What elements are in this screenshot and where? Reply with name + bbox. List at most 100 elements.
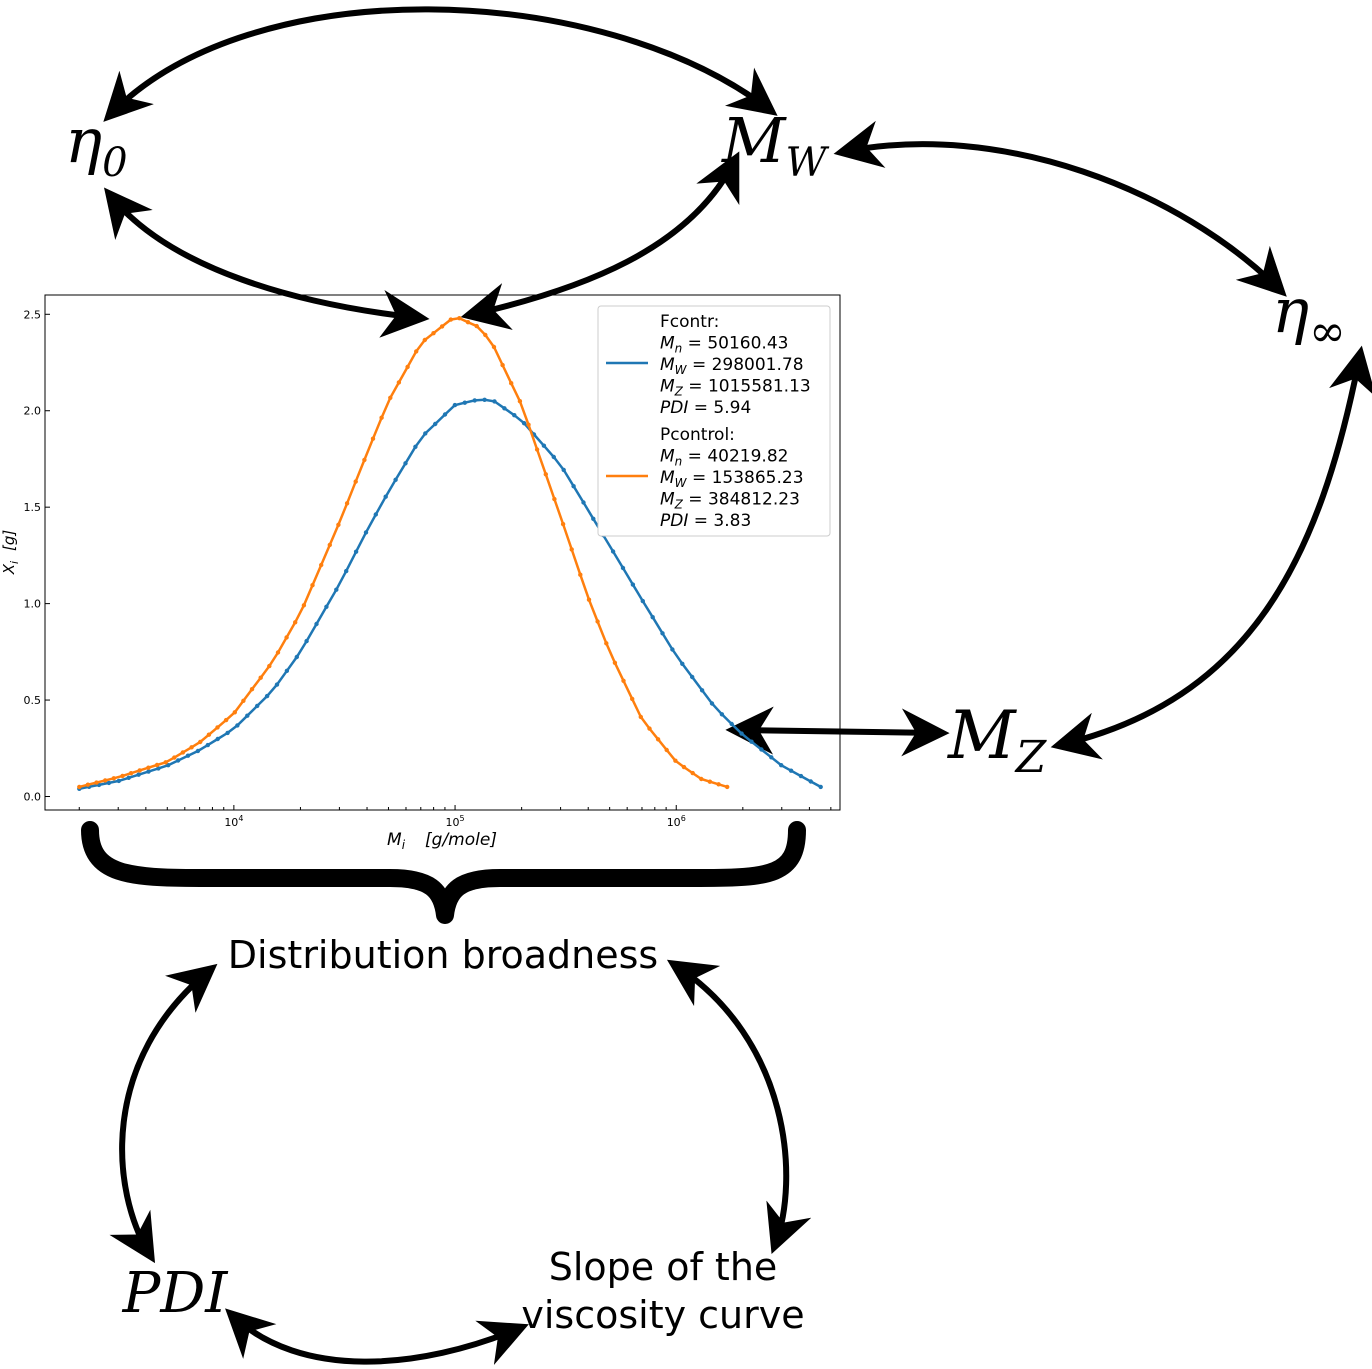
series-point-fcontr (788, 768, 794, 773)
series-point-fcontr (146, 769, 151, 774)
series-point-fcontr (166, 763, 171, 768)
series-point-fcontr (255, 703, 260, 709)
series-point-pcontrol (664, 747, 669, 753)
series-point-pcontrol (526, 422, 531, 427)
series-point-fcontr (798, 773, 804, 779)
arrow-mw-peak (460, 151, 740, 330)
series-point-pcontrol (232, 710, 237, 715)
series-point-fcontr (680, 661, 685, 666)
series-point-fcontr (670, 647, 675, 652)
series-point-pcontrol (128, 771, 134, 776)
series-point-pcontrol (172, 755, 177, 760)
node-mw: MW (721, 104, 829, 186)
series-point-pcontrol (725, 784, 730, 790)
series-point-pcontrol (267, 663, 272, 669)
series-point-fcontr (561, 467, 566, 473)
series-point-fcontr (759, 747, 764, 752)
series-point-pcontrol (500, 362, 505, 368)
series-point-fcontr (729, 721, 734, 727)
series-point-fcontr (195, 748, 201, 754)
series-group (77, 316, 823, 791)
series-point-pcontrol (595, 619, 600, 624)
series-point-fcontr (512, 413, 517, 418)
series-point-fcontr (709, 701, 715, 706)
series-point-fcontr (156, 766, 161, 771)
series-point-fcontr (363, 530, 369, 535)
series-point-pcontrol (647, 726, 652, 731)
series-point-fcontr (185, 753, 191, 758)
series-point-pcontrol (491, 344, 497, 350)
series-point-pcontrol (301, 603, 307, 608)
series-point-fcontr (413, 444, 418, 449)
series-point-pcontrol (560, 521, 566, 527)
series-point-pcontrol (448, 317, 453, 322)
x-tick-label: 104 (224, 814, 243, 829)
series-point-pcontrol (465, 320, 471, 325)
series-point-pcontrol (396, 380, 402, 385)
series-point-fcontr (769, 755, 774, 760)
series-point-fcontr (462, 400, 467, 405)
series-point-pcontrol (586, 597, 592, 602)
x-axis: 104 105 106 (78, 805, 832, 829)
series-point-fcontr (353, 549, 359, 554)
series-point-fcontr (344, 568, 349, 574)
series-point-fcontr (719, 712, 725, 717)
series-point-fcontr (551, 454, 556, 460)
series-point-pcontrol (206, 732, 212, 737)
arrow-eta0-peak (103, 187, 430, 338)
arrow-eta0-mw-top (103, 6, 778, 122)
node-broadness: Distribution broadness (228, 933, 658, 977)
x-tick-label: 105 (446, 814, 465, 829)
series-point-pcontrol (284, 635, 289, 640)
series-point-fcontr (620, 565, 626, 571)
series-point-pcontrol (223, 717, 229, 723)
series-point-pcontrol (275, 650, 281, 655)
series-point-fcontr (205, 742, 210, 748)
series-point-fcontr (284, 668, 290, 673)
series-point-pcontrol (353, 479, 358, 484)
node-slope-line2: viscosity curve (521, 1293, 804, 1337)
series-point-pcontrol (690, 770, 695, 776)
x-tick-label: 106 (667, 814, 686, 829)
series-point-fcontr (274, 682, 280, 687)
x-axis-label: Mi [g/mole] (387, 830, 497, 852)
series-point-pcontrol (673, 758, 678, 763)
series-point-fcontr (492, 399, 497, 404)
series-point-pcontrol (543, 472, 548, 477)
series-point-pcontrol (534, 447, 540, 452)
series-point-pcontrol (621, 678, 626, 683)
legend-stat: MZ = 384812.23 (660, 490, 800, 512)
arrow-broadness-slope (666, 959, 812, 1254)
series-point-pcontrol (681, 764, 687, 770)
arrow-mw-etainf (833, 120, 1287, 297)
node-eta0: η0 (65, 104, 128, 186)
legend-stat: PDI = 3.83 (660, 511, 751, 531)
series-point-fcontr (423, 431, 428, 436)
plot-frame (44, 294, 841, 811)
series-point-fcontr (630, 582, 636, 587)
series-point-pcontrol (293, 620, 298, 625)
series-point-pcontrol (77, 784, 82, 790)
series-point-pcontrol (163, 760, 168, 765)
y-axis: 0.0 0.5 1.0 1.5 2.0 2.5 (24, 308, 50, 803)
series-point-fcontr (640, 598, 645, 604)
series-point-fcontr (314, 621, 319, 627)
series-point-fcontr (502, 406, 507, 411)
series-point-fcontr (433, 421, 438, 427)
series-point-pcontrol (327, 542, 332, 548)
y-tick-label: 0.0 (24, 790, 42, 803)
series-point-pcontrol (707, 779, 713, 784)
series-point-pcontrol (578, 572, 583, 577)
series-point-fcontr (650, 615, 655, 620)
series-point-pcontrol (630, 696, 635, 702)
series-point-fcontr (215, 736, 220, 742)
arrow-etainf-mz (1050, 345, 1372, 760)
node-slope-line1: Slope of the (549, 1245, 778, 1289)
series-point-fcontr (749, 739, 754, 744)
series-point-pcontrol (638, 714, 643, 720)
series-point-fcontr (690, 674, 695, 680)
series-point-fcontr (393, 477, 398, 482)
y-tick-label: 1.0 (24, 598, 42, 611)
